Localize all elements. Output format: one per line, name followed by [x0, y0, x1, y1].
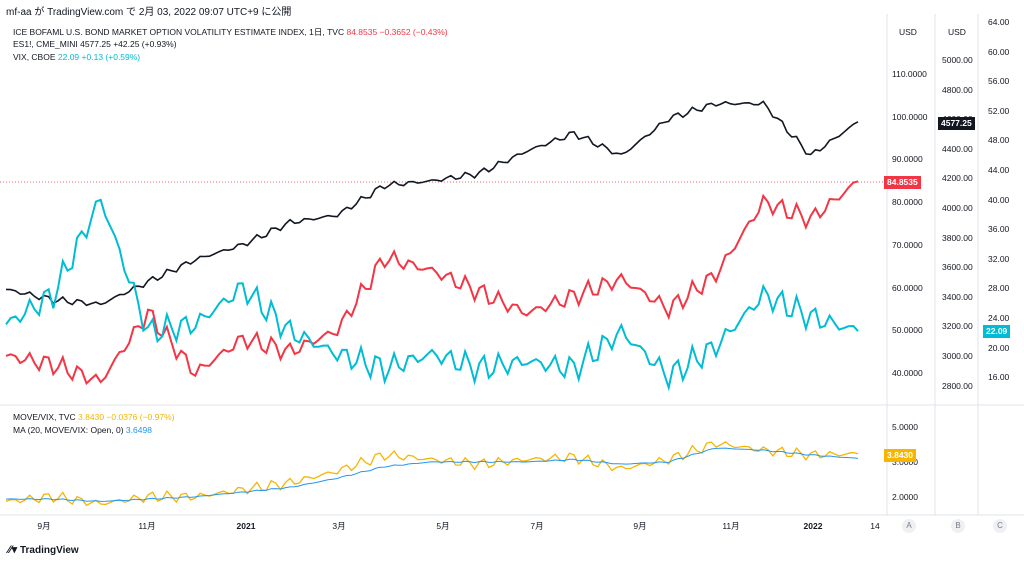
time-axis: 9月 11月 2021 3月 5月 7月 9月 11月 2022 14 [37, 521, 880, 531]
x-tick: 3月 [332, 521, 345, 531]
legend-move-name: ICE BOFAML U.S. BOND MARKET OPTION VOLAT… [13, 27, 345, 37]
legend-vix: VIX, CBOE 22.09 +0.13 (+0.59%) [13, 52, 140, 62]
publish-caption: mf-aa が TradingView.com で 2月 03, 2022 09… [6, 7, 292, 18]
es-currency: USD [948, 27, 966, 37]
vix-tick: 24.00 [988, 313, 1010, 323]
move-tick: 50.0000 [892, 325, 923, 336]
legend-vix-name: VIX, CBOE [13, 52, 56, 62]
legend-ratio-change: −0.0376 (−0.97%) [106, 412, 175, 422]
legend-vix-value: 22.09 [57, 52, 80, 62]
ratio-tick: 5.0000 [892, 422, 918, 432]
es-tick: 5000.00 [942, 55, 973, 65]
legend-move-value: 84.8535 [346, 27, 378, 37]
ma-line [5, 447, 859, 502]
move-tick: 90.0000 [892, 154, 923, 165]
ratio-tick: 3.0000 [892, 457, 918, 467]
vix-price-badge: 22.09 [983, 325, 1011, 338]
move-price-badge: 84.8535 [884, 176, 921, 189]
es-tick: 3200.00 [942, 321, 973, 332]
vix-tick: 56.00 [988, 76, 1010, 87]
es-line [5, 100, 859, 307]
legend-es: ES1!, CME_MINI 4577.25 +42.25 (+0.93%) [13, 39, 177, 49]
plot-lines [5, 100, 859, 507]
x-tick: 14 [870, 521, 880, 531]
es-tick: 4800.00 [942, 84, 973, 95]
legend-move: ICE BOFAML U.S. BOND MARKET OPTION VOLAT… [13, 26, 448, 38]
move-tick: 40.0000 [892, 367, 923, 378]
vix-tick: 64.00 [988, 17, 1010, 27]
legend-ma-value: 3.6498 [125, 425, 152, 435]
es-tick: 3800.00 [942, 232, 973, 243]
vix-tick: 48.00 [988, 135, 1010, 146]
pane-button-a[interactable]: A [902, 519, 916, 533]
legend-ma: MA (20, MOVE/VIX: Open, 0) 3.6498 [13, 425, 152, 435]
legend-ma-name: MA (20, MOVE/VIX: Open, 0) [13, 425, 124, 435]
vix-tick: 16.00 [988, 372, 1010, 383]
es-tick: 4000.00 [942, 203, 973, 213]
move-tick: 100.0000 [892, 111, 928, 122]
tradingview-logo-text: TradingView [19, 545, 79, 556]
es-tick: 4400.00 [942, 143, 973, 154]
legend-es-change: +42.25 (+0.93%) [113, 39, 177, 49]
legend-ratio-name: MOVE/VIX, TVC [13, 412, 76, 422]
tradingview-logo-icon: ⁄⁄▾ [8, 544, 18, 556]
x-tick: 9月 [37, 521, 50, 531]
move-tick: 80.0000 [892, 197, 923, 208]
vix-tick: 32.00 [988, 253, 1010, 264]
x-tick: 9月 [633, 521, 646, 531]
legend-vix-change: +0.13 (+0.59%) [81, 52, 141, 62]
move-tick: 60.0000 [892, 282, 923, 293]
x-tick: 2022 [804, 521, 823, 531]
es-tick: 3400.00 [942, 291, 973, 302]
x-tick: 7月 [530, 521, 543, 531]
vix-line [5, 198, 859, 392]
vix-tick: 28.00 [988, 283, 1010, 294]
pane-button-b[interactable]: B [951, 519, 965, 533]
x-tick: 2021 [237, 521, 256, 531]
es-tick: 3600.00 [942, 262, 973, 273]
legend-ratio-value: 3.8430 [78, 412, 105, 422]
vix-tick: 44.00 [988, 165, 1010, 175]
es-price-badge: 4577.25 [938, 117, 975, 130]
x-tick: 11月 [138, 521, 155, 531]
legend-es-name: ES1!, CME_MINI [13, 39, 78, 49]
move-tick: 110.0000 [892, 69, 927, 79]
tradingview-logo[interactable]: ⁄⁄▾ TradingView [8, 543, 79, 556]
move-line [5, 180, 859, 386]
es-tick: 4200.00 [942, 173, 973, 184]
legend-es-value: 4577.25 [80, 39, 111, 49]
es-tick: 2800.00 [942, 380, 973, 391]
vix-tick: 36.00 [988, 224, 1010, 235]
vix-tick: 52.00 [988, 105, 1010, 116]
vix-tick: 40.00 [988, 194, 1010, 205]
legend-move-change: −0.3652 (−0.43%) [379, 27, 448, 37]
ratio-price-badge: 3.8430 [884, 449, 916, 462]
pane-button-c[interactable]: C [993, 519, 1007, 533]
ratio-tick: 2.0000 [892, 492, 918, 502]
vix-tick: 60.00 [988, 46, 1010, 57]
ratio-line [5, 441, 859, 507]
x-tick: 5月 [436, 521, 449, 531]
es-tick: 3000.00 [942, 351, 973, 361]
move-currency: USD [899, 27, 917, 37]
move-tick: 70.0000 [892, 239, 923, 250]
legend-ratio: MOVE/VIX, TVC 3.8430 −0.0376 (−0.97%) [13, 412, 174, 422]
vix-tick: 20.00 [988, 342, 1010, 353]
x-tick: 11月 [722, 521, 739, 531]
